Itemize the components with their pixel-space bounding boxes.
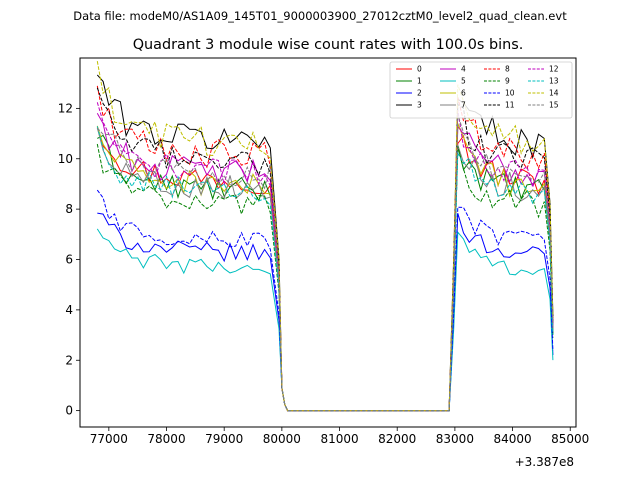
legend-label-2: 2: [417, 89, 422, 98]
y-tick-label: 0: [65, 404, 73, 418]
figure-suptitle: Data file: modeM0/AS1A09_145T01_90000039…: [73, 9, 567, 23]
legend-label-6: 6: [461, 89, 466, 98]
y-tick-label: 8: [65, 202, 73, 216]
series-line-10: [96, 189, 554, 412]
x-tick-label: 78000: [147, 432, 185, 446]
y-tick-label: 4: [65, 303, 73, 317]
series-layer: [96, 61, 554, 412]
legend-label-14: 14: [549, 89, 559, 98]
series-line-8: [96, 85, 554, 412]
series-line-6: [96, 123, 554, 412]
legend-label-12: 12: [549, 65, 559, 74]
y-axis: 0 2 4 6 8 10 12: [58, 101, 80, 418]
legend-label-9: 9: [505, 77, 510, 86]
series-line-15: [96, 113, 554, 412]
legend-label-4: 4: [461, 65, 466, 74]
y-tick-label: 10: [58, 152, 73, 166]
x-tick-label: 80000: [263, 432, 301, 446]
series-line-7: [96, 127, 554, 412]
x-tick-label: 82000: [378, 432, 416, 446]
y-tick-label: 12: [58, 101, 73, 115]
legend-label-3: 3: [417, 101, 422, 110]
plot-area: 77000 78000 79000 80000 81000 82000 83000 84000…: [58, 57, 589, 469]
legend-label-13: 13: [549, 77, 559, 86]
x-tick-label: 83000: [436, 432, 474, 446]
series-line-14: [96, 61, 554, 412]
legend-label-15: 15: [549, 101, 559, 110]
y-tick-label: 6: [65, 253, 73, 267]
series-line-13: [96, 126, 554, 412]
x-tick-label: 85000: [551, 432, 589, 446]
series-line-11: [96, 87, 554, 412]
axes-frame: [79, 57, 577, 428]
x-tick-label: 81000: [320, 432, 358, 446]
series-line-2: [97, 212, 554, 412]
series-line-5: [96, 228, 554, 412]
x-tick-label: 79000: [205, 432, 243, 446]
series-line-3: [96, 74, 554, 412]
chart-title: Quadrant 3 module wise count rates with …: [133, 37, 524, 53]
x-offset-label: +3.387e8: [515, 455, 574, 469]
legend-frame: [389, 61, 573, 119]
x-axis: 77000 78000 79000 80000 81000 82000 83000 84000…: [90, 427, 589, 446]
x-tick-label: 77000: [90, 432, 128, 446]
x-tick-label: 84000: [493, 432, 531, 446]
legend-label-0: 0: [417, 65, 422, 74]
legend-label-7: 7: [461, 101, 466, 110]
legend-label-11: 11: [505, 101, 515, 110]
legend-label-8: 8: [505, 65, 510, 74]
series-line-12: [96, 102, 554, 412]
legend-label-5: 5: [461, 77, 466, 86]
y-tick-label: 2: [65, 353, 73, 367]
series-line-9: [96, 143, 554, 412]
legend-label-1: 1: [417, 77, 422, 86]
legend-label-10: 10: [505, 89, 515, 98]
